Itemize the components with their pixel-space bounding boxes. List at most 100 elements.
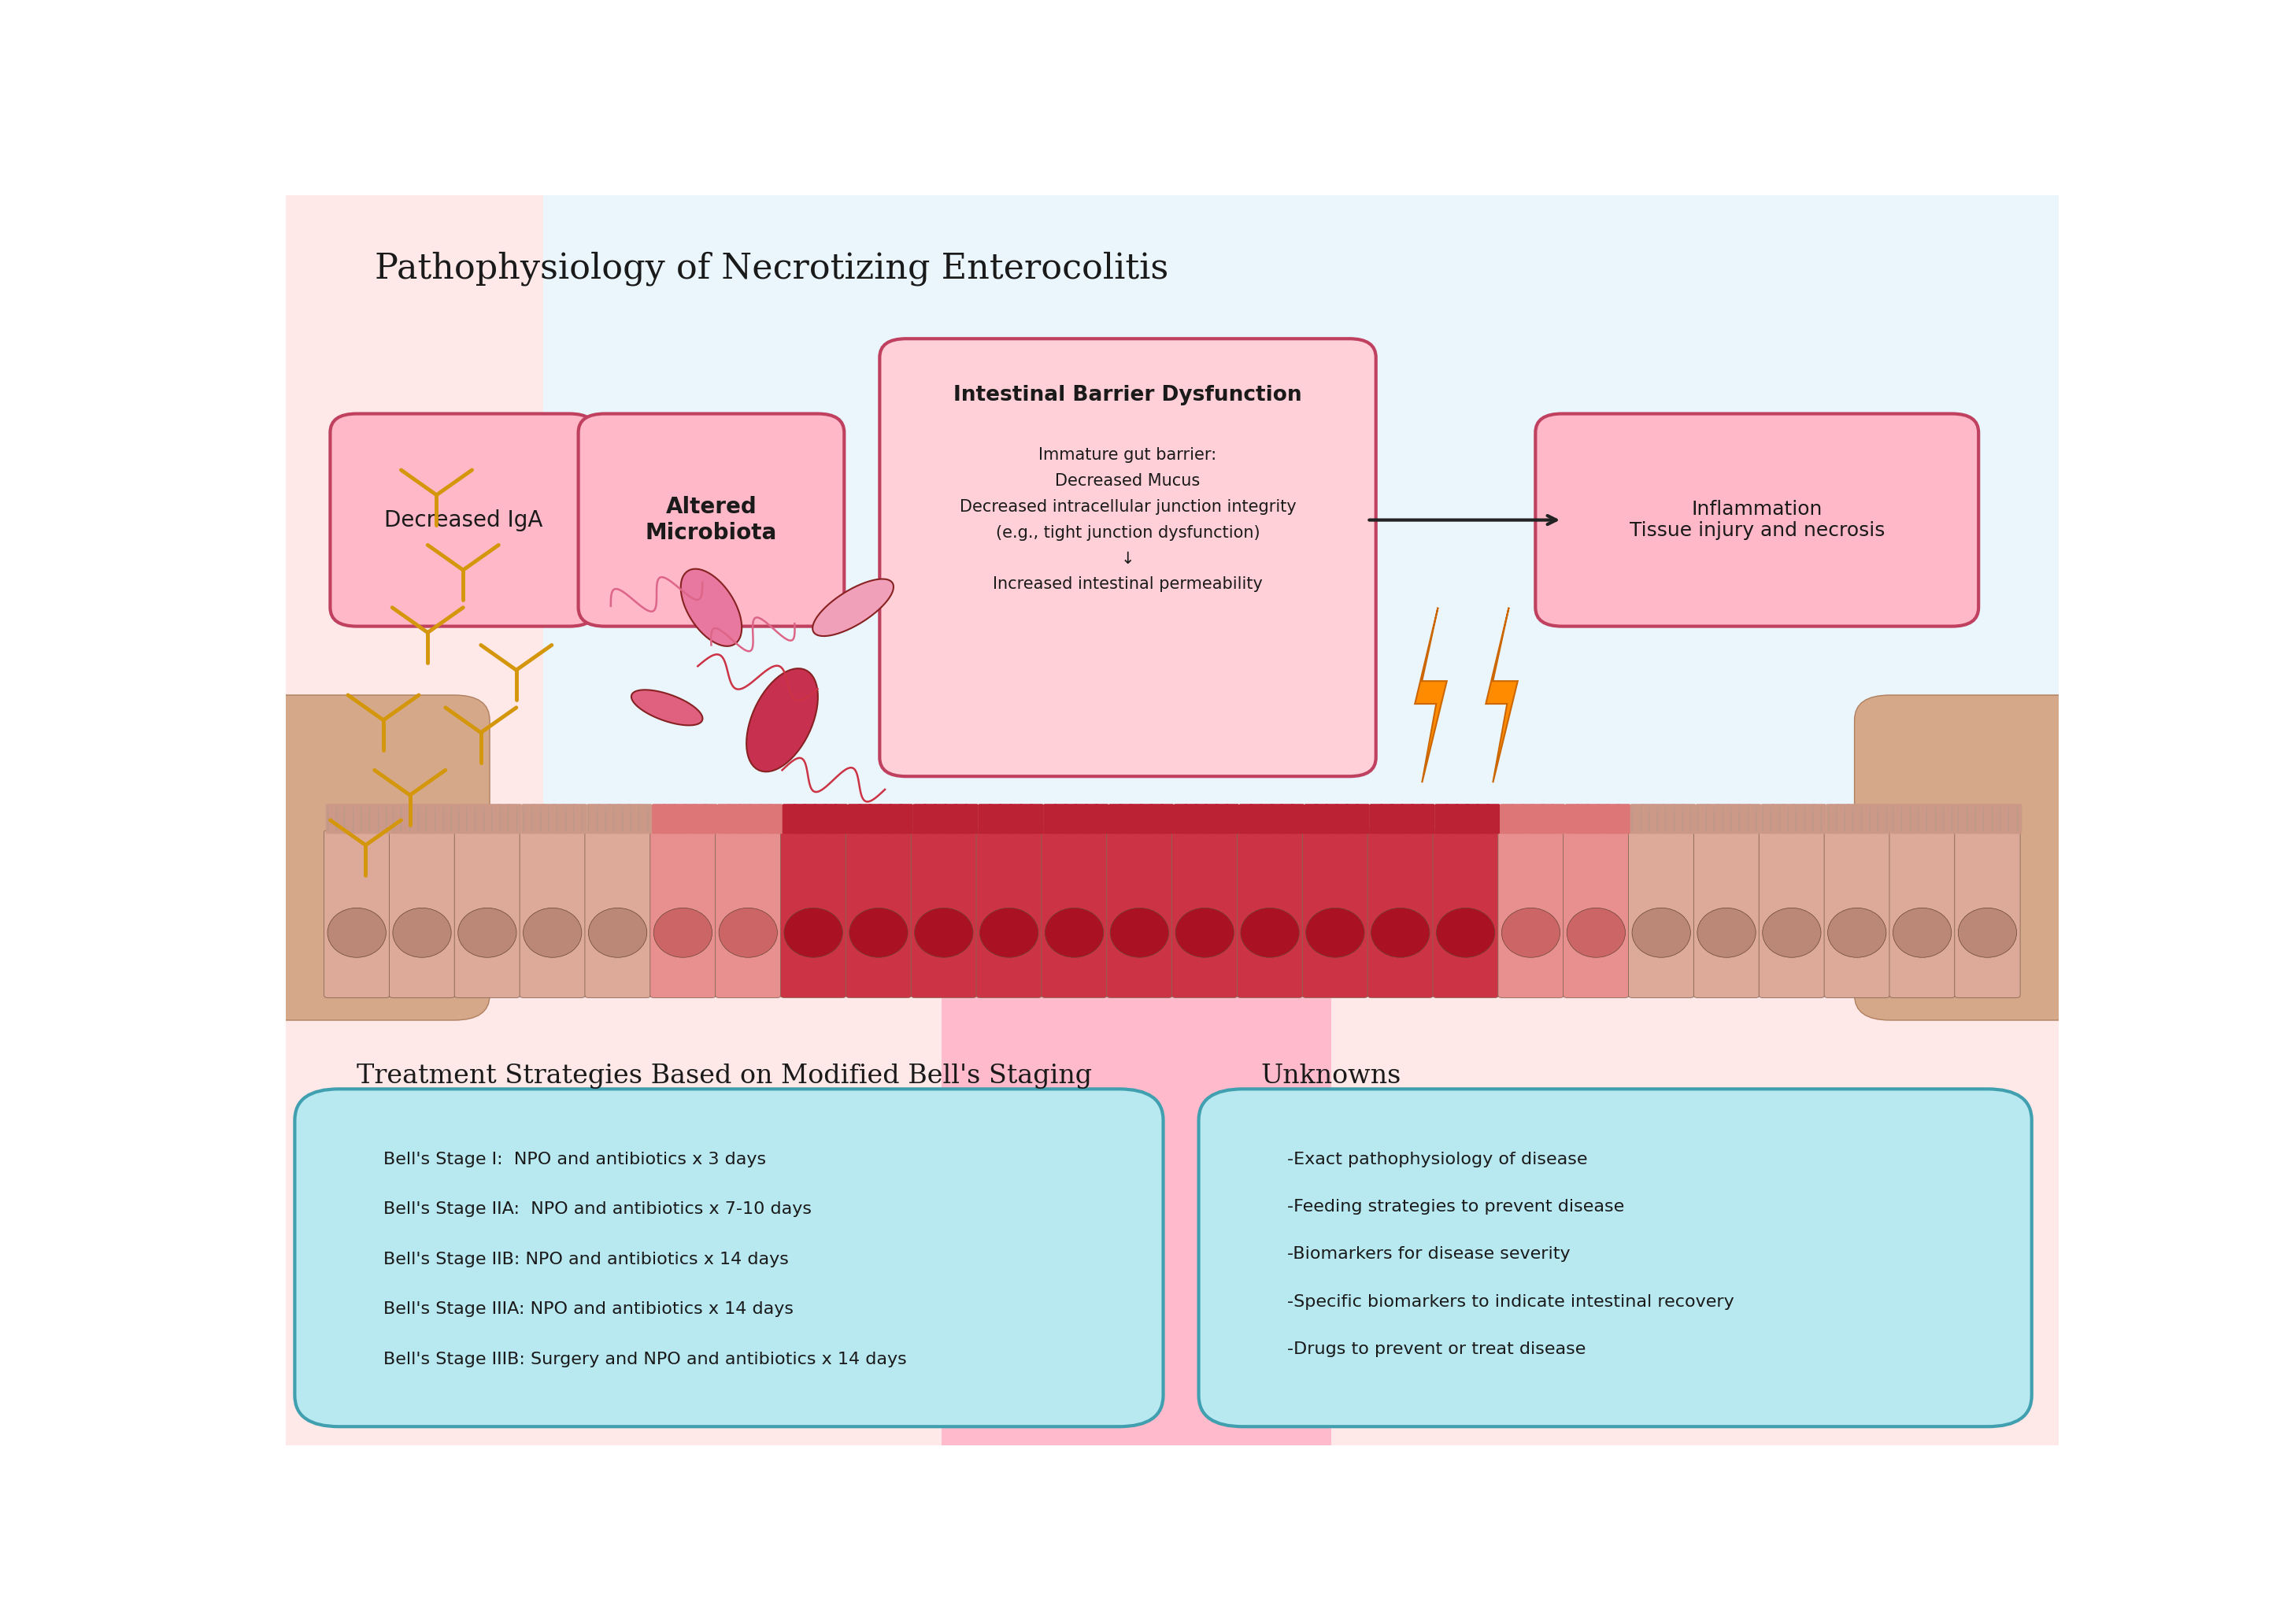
- FancyBboxPatch shape: [933, 804, 947, 833]
- FancyBboxPatch shape: [1987, 804, 2001, 833]
- FancyBboxPatch shape: [1075, 804, 1089, 833]
- Text: Unknowns: Unknowns: [1260, 1064, 1402, 1090]
- FancyBboxPatch shape: [1535, 414, 1978, 627]
- Ellipse shape: [1763, 908, 1820, 958]
- FancyBboxPatch shape: [1324, 804, 1338, 833]
- FancyBboxPatch shape: [1336, 804, 1349, 833]
- FancyBboxPatch shape: [329, 414, 597, 627]
- FancyBboxPatch shape: [421, 804, 437, 833]
- Ellipse shape: [524, 908, 581, 958]
- FancyBboxPatch shape: [1846, 804, 1862, 833]
- FancyBboxPatch shape: [1118, 804, 1132, 833]
- FancyBboxPatch shape: [739, 804, 752, 833]
- FancyBboxPatch shape: [704, 804, 718, 833]
- Ellipse shape: [654, 908, 711, 958]
- FancyBboxPatch shape: [1628, 830, 1695, 997]
- FancyBboxPatch shape: [846, 830, 910, 997]
- FancyBboxPatch shape: [496, 804, 512, 833]
- FancyBboxPatch shape: [1315, 804, 1329, 833]
- FancyBboxPatch shape: [1445, 804, 1459, 833]
- FancyBboxPatch shape: [1759, 830, 1825, 997]
- FancyBboxPatch shape: [869, 804, 883, 833]
- Text: Bell's Stage IIIB: Surgery and NPO and antibiotics x 14 days: Bell's Stage IIIB: Surgery and NPO and a…: [384, 1351, 906, 1367]
- FancyBboxPatch shape: [1185, 804, 1198, 833]
- FancyBboxPatch shape: [899, 804, 913, 833]
- FancyBboxPatch shape: [727, 804, 741, 833]
- FancyBboxPatch shape: [508, 804, 521, 833]
- FancyBboxPatch shape: [1345, 804, 1358, 833]
- FancyBboxPatch shape: [1942, 804, 1958, 833]
- FancyBboxPatch shape: [1054, 804, 1068, 833]
- Ellipse shape: [393, 908, 451, 958]
- FancyBboxPatch shape: [1651, 804, 1665, 833]
- FancyBboxPatch shape: [1390, 804, 1404, 833]
- FancyBboxPatch shape: [1249, 804, 1262, 833]
- FancyBboxPatch shape: [1912, 804, 1926, 833]
- Ellipse shape: [1109, 908, 1169, 958]
- FancyBboxPatch shape: [1260, 804, 1274, 833]
- FancyBboxPatch shape: [1150, 804, 1164, 833]
- FancyBboxPatch shape: [924, 804, 938, 833]
- Ellipse shape: [1503, 908, 1560, 958]
- FancyBboxPatch shape: [1281, 804, 1294, 833]
- Text: -Exact pathophysiology of disease: -Exact pathophysiology of disease: [1288, 1151, 1587, 1168]
- FancyBboxPatch shape: [1214, 804, 1228, 833]
- FancyBboxPatch shape: [1420, 804, 1434, 833]
- Polygon shape: [746, 669, 819, 771]
- FancyBboxPatch shape: [1727, 804, 1740, 833]
- Text: Bell's Stage IIIA: NPO and antibiotics x 14 days: Bell's Stage IIIA: NPO and antibiotics x…: [384, 1301, 794, 1317]
- FancyBboxPatch shape: [608, 804, 622, 833]
- FancyBboxPatch shape: [531, 804, 547, 833]
- FancyBboxPatch shape: [1041, 830, 1107, 997]
- FancyBboxPatch shape: [597, 804, 611, 833]
- FancyBboxPatch shape: [1500, 804, 1514, 833]
- FancyBboxPatch shape: [617, 804, 631, 833]
- Bar: [286, 921, 2058, 1445]
- FancyBboxPatch shape: [999, 804, 1013, 833]
- Ellipse shape: [979, 908, 1038, 958]
- FancyBboxPatch shape: [1997, 804, 2013, 833]
- FancyBboxPatch shape: [2008, 804, 2022, 833]
- FancyBboxPatch shape: [455, 830, 519, 997]
- FancyBboxPatch shape: [1596, 804, 1610, 833]
- FancyBboxPatch shape: [1226, 804, 1240, 833]
- Polygon shape: [1416, 607, 1448, 783]
- FancyBboxPatch shape: [1509, 804, 1523, 833]
- FancyBboxPatch shape: [627, 804, 643, 833]
- Ellipse shape: [327, 908, 387, 958]
- FancyBboxPatch shape: [835, 804, 848, 833]
- FancyBboxPatch shape: [400, 804, 416, 833]
- Text: Intestinal Barrier Dysfunction: Intestinal Barrier Dysfunction: [954, 385, 1301, 406]
- Ellipse shape: [457, 908, 517, 958]
- FancyBboxPatch shape: [563, 804, 576, 833]
- FancyBboxPatch shape: [1198, 1090, 2031, 1426]
- FancyBboxPatch shape: [1487, 804, 1500, 833]
- FancyBboxPatch shape: [1660, 804, 1676, 833]
- FancyBboxPatch shape: [977, 830, 1043, 997]
- FancyBboxPatch shape: [1043, 804, 1057, 833]
- FancyBboxPatch shape: [521, 804, 535, 833]
- FancyBboxPatch shape: [1400, 804, 1413, 833]
- FancyBboxPatch shape: [377, 804, 391, 833]
- FancyBboxPatch shape: [357, 804, 370, 833]
- FancyBboxPatch shape: [1672, 804, 1686, 833]
- Ellipse shape: [1045, 908, 1105, 958]
- Text: Bell's Stage IIA:  NPO and antibiotics x 7-10 days: Bell's Stage IIA: NPO and antibiotics x …: [384, 1202, 812, 1218]
- FancyBboxPatch shape: [638, 804, 652, 833]
- FancyBboxPatch shape: [325, 804, 341, 833]
- FancyBboxPatch shape: [1269, 804, 1283, 833]
- FancyBboxPatch shape: [1107, 830, 1173, 997]
- Text: -Drugs to prevent or treat disease: -Drugs to prevent or treat disease: [1288, 1341, 1585, 1358]
- Polygon shape: [631, 690, 702, 726]
- FancyBboxPatch shape: [588, 804, 601, 833]
- FancyBboxPatch shape: [1411, 804, 1425, 833]
- FancyBboxPatch shape: [880, 339, 1377, 776]
- Text: Bell's Stage IIB: NPO and antibiotics x 14 days: Bell's Stage IIB: NPO and antibiotics x …: [384, 1252, 789, 1267]
- FancyBboxPatch shape: [794, 804, 807, 833]
- FancyBboxPatch shape: [1855, 695, 2095, 1020]
- Text: -Biomarkers for disease severity: -Biomarkers for disease severity: [1288, 1247, 1571, 1262]
- FancyBboxPatch shape: [782, 804, 796, 833]
- FancyBboxPatch shape: [1240, 804, 1253, 833]
- FancyBboxPatch shape: [1967, 804, 1981, 833]
- FancyBboxPatch shape: [1466, 804, 1480, 833]
